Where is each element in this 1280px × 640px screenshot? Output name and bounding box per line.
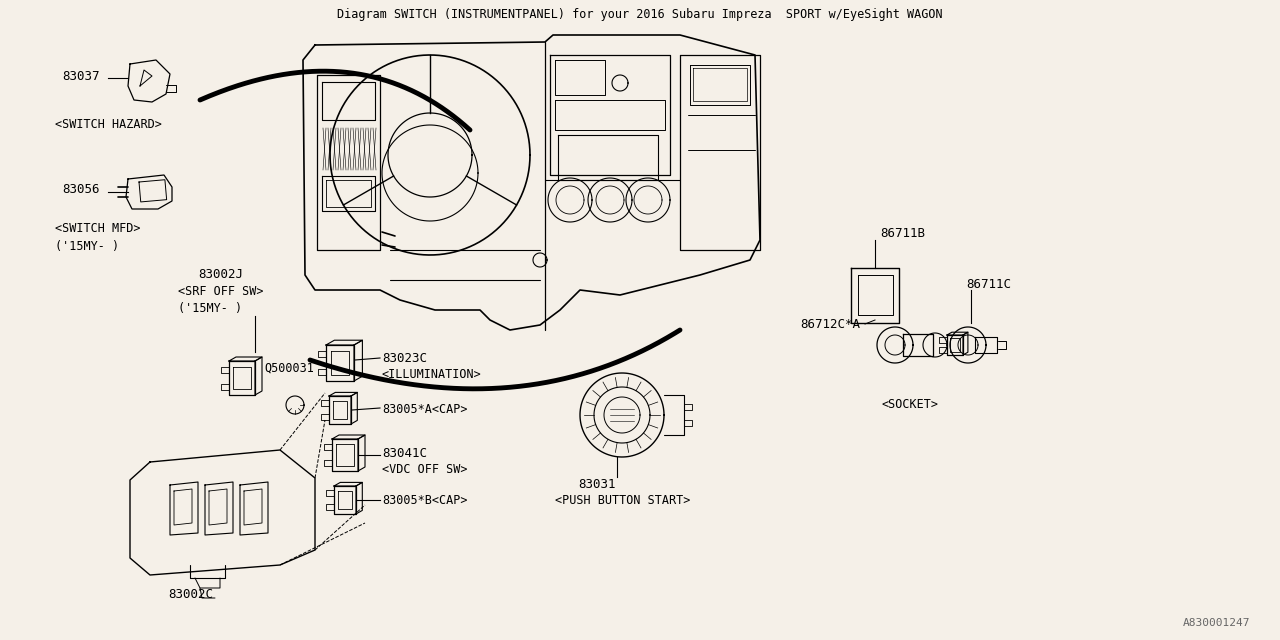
Text: 86711B: 86711B bbox=[881, 227, 925, 240]
Text: <SWITCH MFD>: <SWITCH MFD> bbox=[55, 222, 141, 235]
Text: 83005*A<CAP>: 83005*A<CAP> bbox=[381, 403, 467, 416]
Text: 83002J: 83002J bbox=[198, 268, 243, 281]
Text: ('15MY- ): ('15MY- ) bbox=[178, 302, 242, 315]
Text: <SRF OFF SW>: <SRF OFF SW> bbox=[178, 285, 264, 298]
Text: 83041C: 83041C bbox=[381, 447, 428, 460]
Text: 83037: 83037 bbox=[61, 70, 100, 83]
Text: 83005*B<CAP>: 83005*B<CAP> bbox=[381, 494, 467, 507]
Text: A830001247: A830001247 bbox=[1183, 618, 1251, 628]
Text: <SOCKET>: <SOCKET> bbox=[882, 398, 940, 411]
Text: <ILLUMINATION>: <ILLUMINATION> bbox=[381, 368, 481, 381]
Text: 83002C: 83002C bbox=[168, 588, 212, 601]
Text: 86712C*A: 86712C*A bbox=[800, 318, 860, 331]
Text: 83031: 83031 bbox=[579, 478, 616, 491]
Text: ('15MY- ): ('15MY- ) bbox=[55, 240, 119, 253]
Text: <VDC OFF SW>: <VDC OFF SW> bbox=[381, 463, 467, 476]
Text: <PUSH BUTTON START>: <PUSH BUTTON START> bbox=[556, 494, 690, 507]
Text: 83056: 83056 bbox=[61, 183, 100, 196]
Text: <SWITCH HAZARD>: <SWITCH HAZARD> bbox=[55, 118, 161, 131]
Text: 83023C: 83023C bbox=[381, 352, 428, 365]
Text: Q500031: Q500031 bbox=[264, 362, 314, 375]
Text: 86711C: 86711C bbox=[966, 278, 1011, 291]
Text: Diagram SWITCH (INSTRUMENTPANEL) for your 2016 Subaru Impreza  SPORT w/EyeSight : Diagram SWITCH (INSTRUMENTPANEL) for you… bbox=[337, 8, 943, 21]
